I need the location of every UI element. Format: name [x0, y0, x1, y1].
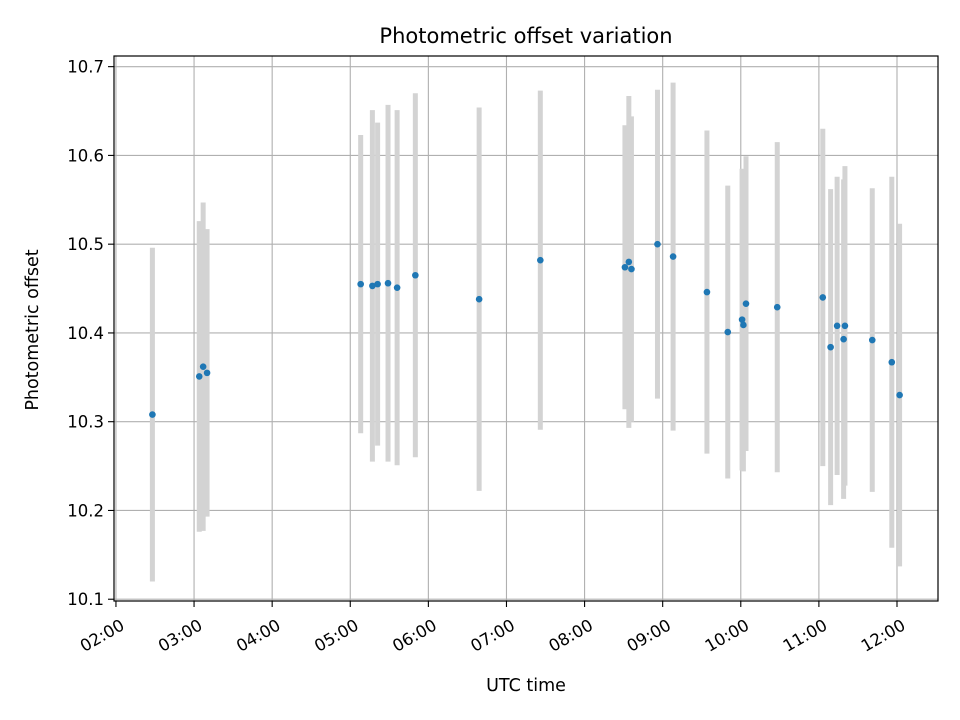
data-points	[149, 240, 903, 418]
y-axis-ticks: 10.1 10.2 10.3 10.4 10.5 10.6 10.7	[67, 58, 114, 609]
data-point	[773, 303, 781, 311]
data-point	[369, 282, 376, 290]
y-tick-label: 10.5	[67, 235, 104, 254]
data-point	[374, 280, 381, 288]
data-point	[149, 411, 156, 418]
y-tick-label: 10.6	[67, 146, 104, 165]
data-point	[819, 294, 827, 301]
y-tick-label: 10.2	[67, 501, 104, 520]
data-point	[841, 322, 849, 330]
plot-frame	[113, 55, 939, 602]
data-point	[195, 373, 203, 380]
data-point	[621, 263, 629, 271]
data-point	[738, 316, 746, 323]
data-point	[724, 328, 732, 336]
data-point	[742, 300, 750, 307]
grid	[114, 56, 938, 601]
data-point	[628, 265, 635, 273]
data-point	[199, 363, 207, 370]
y-tick-label: 10.7	[67, 58, 104, 77]
chart-title: Photometric offset variation	[379, 24, 672, 48]
y-axis-label: Photometric offset	[23, 249, 43, 410]
data-point	[537, 256, 544, 264]
data-point	[833, 322, 841, 330]
data-point	[669, 253, 677, 260]
y-tick-label: 10.4	[67, 324, 104, 343]
data-point	[827, 343, 834, 351]
data-point	[868, 336, 876, 344]
data-point	[475, 295, 483, 303]
data-point	[625, 258, 633, 266]
data-point	[384, 279, 392, 287]
data-point	[703, 288, 711, 296]
data-point	[888, 358, 896, 366]
data-point	[203, 369, 211, 377]
data-point	[654, 240, 661, 248]
data-point	[840, 335, 847, 343]
data-point	[896, 391, 903, 399]
y-tick-label: 10.1	[67, 590, 104, 609]
data-point	[740, 321, 747, 329]
data-point	[357, 280, 364, 288]
data-point	[393, 284, 401, 291]
data-point	[412, 271, 419, 279]
y-tick-label: 10.3	[67, 413, 104, 432]
x-axis-label: UTC time	[486, 676, 566, 696]
